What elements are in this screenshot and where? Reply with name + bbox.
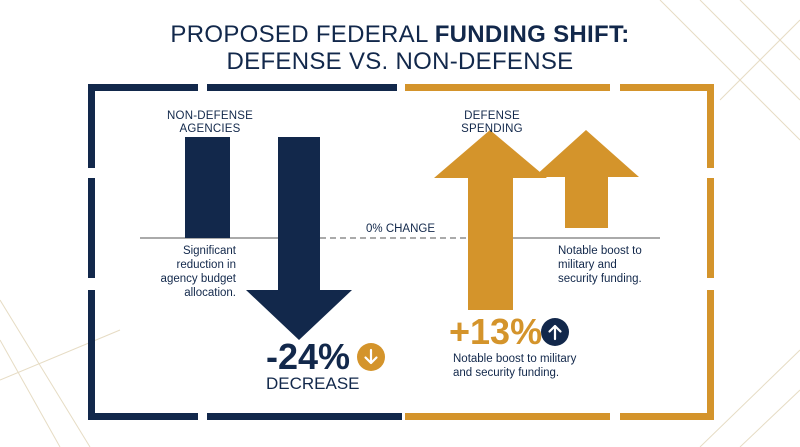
baseline-label: 0% CHANGE	[362, 223, 440, 235]
direction-non-defense: DECREASE	[266, 374, 360, 393]
bar-non-defense-small	[185, 137, 230, 238]
arrow-non-defense-down	[246, 137, 352, 340]
value-defense: +13%	[449, 311, 543, 352]
chart-title-line-1: PROPOSED FEDERAL FUNDING SHIFT:	[170, 21, 630, 48]
note-defense-bottom: Notable boost to military and security f…	[453, 353, 577, 379]
arrow-defense-up-main	[434, 130, 547, 310]
note-non-defense: Significant reduction in agency budget a…	[160, 245, 236, 299]
arrow-down-circle-icon	[357, 343, 385, 371]
category-label-defense: DEFENSE SPENDING	[461, 110, 523, 135]
note-defense-top: Notable boost to military and security f…	[558, 245, 642, 285]
chart-title-line-2: DEFENSE VS. NON-DEFENSE	[226, 48, 574, 75]
arrow-up-circle-icon	[541, 318, 569, 346]
frame-right	[405, 84, 714, 420]
frame-left	[88, 84, 402, 420]
arrow-defense-up-secondary	[534, 130, 639, 228]
value-non-defense: -24%	[266, 336, 351, 377]
category-label-non-defense: NON-DEFENSE AGENCIES	[167, 110, 253, 135]
